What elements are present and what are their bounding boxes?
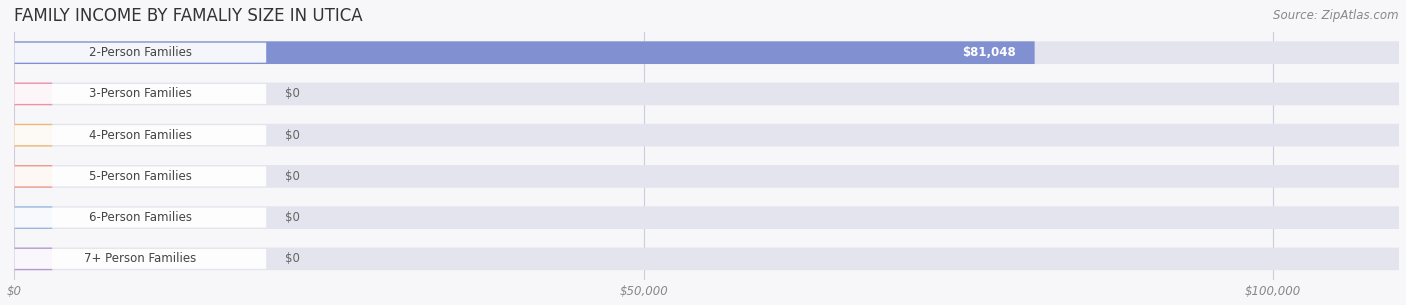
Text: $0: $0 (285, 129, 299, 142)
Text: 7+ Person Families: 7+ Person Families (84, 252, 197, 265)
Text: $0: $0 (285, 252, 299, 265)
FancyBboxPatch shape (14, 248, 52, 270)
Text: 4-Person Families: 4-Person Families (89, 129, 191, 142)
Text: $81,048: $81,048 (962, 46, 1015, 59)
Text: FAMILY INCOME BY FAMALIY SIZE IN UTICA: FAMILY INCOME BY FAMALIY SIZE IN UTICA (14, 7, 363, 25)
Text: 3-Person Families: 3-Person Families (89, 88, 191, 100)
FancyBboxPatch shape (14, 167, 266, 186)
FancyBboxPatch shape (14, 125, 266, 145)
FancyBboxPatch shape (14, 248, 1399, 270)
FancyBboxPatch shape (14, 165, 1399, 188)
FancyBboxPatch shape (14, 208, 266, 228)
Text: Source: ZipAtlas.com: Source: ZipAtlas.com (1274, 9, 1399, 22)
FancyBboxPatch shape (14, 41, 1035, 64)
FancyBboxPatch shape (14, 249, 266, 269)
FancyBboxPatch shape (14, 83, 52, 105)
Text: 5-Person Families: 5-Person Families (89, 170, 191, 183)
FancyBboxPatch shape (14, 43, 266, 63)
Text: $0: $0 (285, 170, 299, 183)
FancyBboxPatch shape (14, 206, 52, 229)
FancyBboxPatch shape (14, 124, 52, 146)
Text: 2-Person Families: 2-Person Families (89, 46, 191, 59)
Text: $0: $0 (285, 88, 299, 100)
FancyBboxPatch shape (14, 83, 1399, 105)
Text: 6-Person Families: 6-Person Families (89, 211, 191, 224)
FancyBboxPatch shape (14, 84, 266, 104)
FancyBboxPatch shape (14, 165, 52, 188)
FancyBboxPatch shape (14, 41, 1399, 64)
FancyBboxPatch shape (14, 124, 1399, 146)
Text: $0: $0 (285, 211, 299, 224)
FancyBboxPatch shape (14, 206, 1399, 229)
